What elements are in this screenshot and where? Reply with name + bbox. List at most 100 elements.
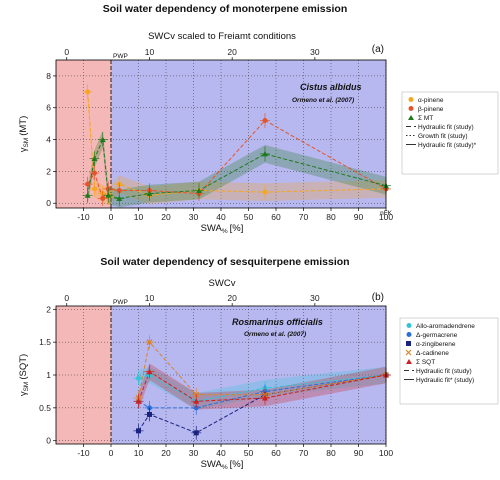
x-tick-label: 80 xyxy=(326,212,336,222)
data-point xyxy=(193,398,200,404)
legend-entry: β-pinene xyxy=(418,106,444,113)
data-point xyxy=(135,398,142,404)
y-tick-label: 6 xyxy=(46,103,51,113)
x-tick-label: 100 xyxy=(379,448,393,458)
data-point xyxy=(262,395,268,401)
top-tick-label: 20 xyxy=(227,47,237,57)
data-point xyxy=(196,187,202,193)
panel-a-ylabel-sub: SM xyxy=(23,138,30,148)
y-tick-label: 0.5 xyxy=(39,403,51,413)
y-tick-label: 0 xyxy=(46,436,51,446)
panel-b-legend-items: Allo-aromadendrene Δ-germacrene α-zingiber… xyxy=(404,323,475,384)
top-tick-label: 10 xyxy=(145,293,155,303)
x-tick-label: 10 xyxy=(134,212,144,222)
panel-a-x-ticks: -10 0 10 20 30 40 50 60 70 80 90 100 xyxy=(77,208,393,222)
data-point xyxy=(136,428,141,434)
panel-b-xlabel-sub: % xyxy=(222,464,228,471)
x-tick-label: 40 xyxy=(216,212,226,222)
y-tick-label: 8 xyxy=(46,71,51,81)
x-tick-label: 90 xyxy=(354,212,364,222)
x-tick-label: 0 xyxy=(109,448,114,458)
panel-a-top-axis-label: SWCv scaled to Freiamt conditions xyxy=(148,31,296,42)
legend-marker xyxy=(406,332,412,337)
x-tick-label: 40 xyxy=(216,448,226,458)
data-point xyxy=(116,187,122,193)
x-tick-label: 70 xyxy=(299,448,309,458)
panel-a-label: (a) xyxy=(372,44,384,55)
data-point xyxy=(84,192,91,198)
panel-a-top-ticks: 0 10 20 30 xyxy=(64,47,320,60)
legend-entry: Δ-cadinene xyxy=(416,350,449,357)
data-point xyxy=(85,89,91,95)
data-point xyxy=(105,192,112,198)
panel-b-top-axis-label: SWCv xyxy=(209,278,236,289)
panel-a-nfk-label: nFK xyxy=(380,210,393,217)
data-point xyxy=(262,189,268,195)
uncertainty-band xyxy=(87,82,386,206)
series-fit-line xyxy=(138,374,387,409)
x-tick-label: 10 xyxy=(134,448,144,458)
legend-marker xyxy=(405,349,412,356)
x-tick-label: 20 xyxy=(161,448,171,458)
panel-a-ylabel-unit: (MT) xyxy=(18,116,29,136)
y-tick-label: 2 xyxy=(46,304,51,314)
panel-a-legend-items: α-pinene β-pinene Σ MT Hydraulic fit (study… xyxy=(406,97,477,149)
panel-a-grid xyxy=(56,60,387,208)
panel-b-title: Soil water dependency of sesquiterpene e… xyxy=(100,256,349,268)
series-fit-line xyxy=(138,374,387,402)
legend-marker xyxy=(406,341,411,346)
legend-entry: α-pinene xyxy=(418,97,444,104)
series-fit-line xyxy=(87,137,387,199)
legend-marker xyxy=(408,97,414,102)
data-point xyxy=(116,195,123,201)
panel-a-xlabel: SWA xyxy=(201,223,223,234)
panel-b-ylabel-sub: SM xyxy=(23,382,30,392)
panel-b: Soil water dependency of sesquiterpene e… xyxy=(18,256,499,471)
uncertainty-band xyxy=(138,363,386,410)
svg-text:γSM(SQT): γSM (SQT) xyxy=(18,354,30,396)
svg-text:SWA%[%]: SWA% [%] xyxy=(201,459,244,471)
panel-a-pwp-label: PWP xyxy=(113,53,128,60)
y-tick-label: 1 xyxy=(46,370,51,380)
x-tick-label: 30 xyxy=(189,212,199,222)
legend-entry: Allo-aromadendrene xyxy=(416,323,475,330)
data-point xyxy=(146,190,153,197)
panel-b-x-ticks: -10 0 10 20 30 40 50 60 70 80 90 100 xyxy=(77,444,393,458)
panel-a-legend-box xyxy=(401,91,499,175)
top-tick-label: 30 xyxy=(310,47,320,57)
data-point xyxy=(85,181,91,187)
panel-a-xlabel-sub: % xyxy=(222,228,228,235)
panel-b-ylabel-unit: (SQT) xyxy=(18,354,29,380)
legend-entry: Growth fit (study) xyxy=(418,133,467,140)
top-tick-label: 10 xyxy=(145,47,155,57)
legend-entry: Σ MT xyxy=(418,115,433,122)
panel-b-xlabel: SWA xyxy=(201,459,223,470)
x-tick-label: 60 xyxy=(271,212,281,222)
x-tick-label: 30 xyxy=(189,448,199,458)
legend-entry: Σ SQT xyxy=(416,359,435,366)
legend-marker xyxy=(408,106,414,111)
y-tick-label: 2 xyxy=(46,166,51,176)
panel-b-y-ticks: 0 0.5 1 1.5 2 xyxy=(39,304,56,446)
y-tick-label: 0 xyxy=(46,198,51,208)
panel-a-reference-label: Ormeno et al. (2007) xyxy=(292,97,354,104)
svg-text:SWA%[%]: SWA% [%] xyxy=(201,223,244,235)
data-point xyxy=(146,339,153,346)
panel-b-y-axis-label: γSM (SQT) xyxy=(18,354,30,396)
data-point xyxy=(92,186,97,192)
panel-a: Soil water dependency of monoterpene emi… xyxy=(18,3,499,235)
panel-a-data-points xyxy=(82,84,391,206)
svg-text:γSM(MT): γSM (MT) xyxy=(18,116,30,153)
data-point xyxy=(262,150,268,157)
legend-entry: Hydraulic fit (study) xyxy=(418,124,474,131)
panel-b-legend: Allo-aromadendrene Δ-germacrene α-zingiber… xyxy=(399,317,499,405)
panel-a-species-label: Cistus albidus xyxy=(300,82,362,92)
panel-a-legend: α-pinene β-pinene Σ MT Hydraulic fit (study… xyxy=(401,91,499,175)
x-tick-label: 20 xyxy=(161,212,171,222)
legend-entry: α-zingiberene xyxy=(416,341,456,348)
y-tick-label: 4 xyxy=(46,135,51,145)
x-tick-label: 60 xyxy=(271,448,281,458)
legend-entry: Hydraulic fit (study)* xyxy=(418,142,477,149)
legend-entry: Δ-germacrene xyxy=(416,332,458,339)
x-tick-label: -10 xyxy=(77,212,90,222)
